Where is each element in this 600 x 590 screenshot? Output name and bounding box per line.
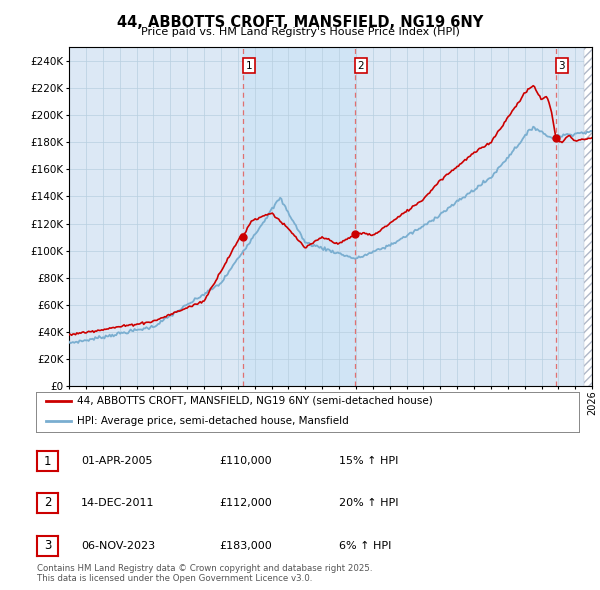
Text: £183,000: £183,000 <box>219 541 272 550</box>
Text: 44, ABBOTTS CROFT, MANSFIELD, NG19 6NY: 44, ABBOTTS CROFT, MANSFIELD, NG19 6NY <box>117 15 483 30</box>
Text: 3: 3 <box>44 539 51 552</box>
Text: Price paid vs. HM Land Registry's House Price Index (HPI): Price paid vs. HM Land Registry's House … <box>140 27 460 37</box>
Text: 01-APR-2005: 01-APR-2005 <box>81 457 152 466</box>
Text: 20% ↑ HPI: 20% ↑ HPI <box>339 498 398 507</box>
Text: HPI: Average price, semi-detached house, Mansfield: HPI: Average price, semi-detached house,… <box>77 416 349 426</box>
Text: 14-DEC-2011: 14-DEC-2011 <box>81 498 155 507</box>
Text: 2: 2 <box>44 496 51 509</box>
Text: 06-NOV-2023: 06-NOV-2023 <box>81 541 155 550</box>
Text: 1: 1 <box>44 455 51 468</box>
Text: £110,000: £110,000 <box>219 457 272 466</box>
Bar <box>243 47 355 386</box>
Text: Contains HM Land Registry data © Crown copyright and database right 2025.
This d: Contains HM Land Registry data © Crown c… <box>37 563 373 583</box>
Text: 15% ↑ HPI: 15% ↑ HPI <box>339 457 398 466</box>
Text: £112,000: £112,000 <box>219 498 272 507</box>
Text: 6% ↑ HPI: 6% ↑ HPI <box>339 541 391 550</box>
Text: 44, ABBOTTS CROFT, MANSFIELD, NG19 6NY (semi-detached house): 44, ABBOTTS CROFT, MANSFIELD, NG19 6NY (… <box>77 396 433 406</box>
Text: 3: 3 <box>559 61 565 71</box>
Text: 2: 2 <box>358 61 364 71</box>
Text: 1: 1 <box>245 61 252 71</box>
